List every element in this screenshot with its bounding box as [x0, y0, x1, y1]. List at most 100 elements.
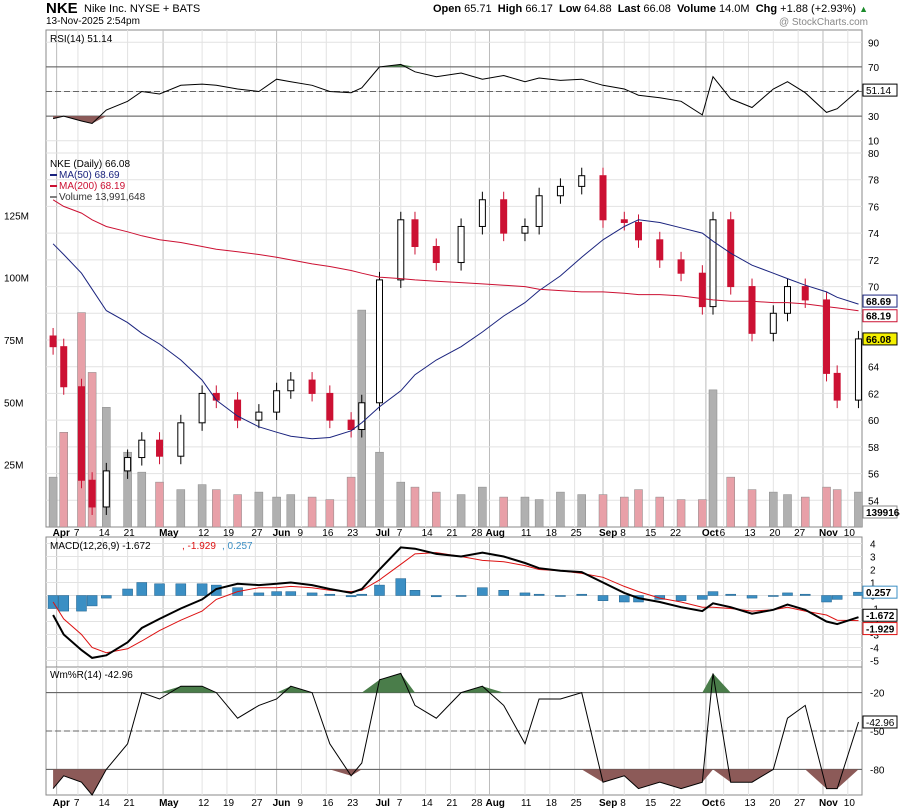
volume-bar: [708, 389, 718, 528]
x-tick-label: Jul: [375, 528, 390, 539]
x-tick-label: 23: [347, 528, 359, 539]
volume-tick-label: 125M: [4, 211, 29, 222]
candle-body: [748, 286, 756, 334]
volume-bar: [556, 491, 565, 528]
x-tick-label: 7: [74, 798, 80, 809]
legend-entry: MA(200) 68.19: [59, 181, 126, 192]
x-tick-label: 14: [99, 798, 111, 809]
macd-histogram-bar: [47, 595, 59, 609]
company-name: Nike Inc. NYSE + BATS: [84, 3, 201, 15]
x-tick-label: 6: [720, 528, 726, 539]
rsi-tick-label: 30: [868, 112, 880, 123]
candle-body: [88, 479, 96, 508]
volume-tick-label: 25M: [4, 461, 23, 472]
low-label: Low: [558, 3, 581, 15]
rsi-last-tag: [862, 83, 898, 97]
macd-histogram-bar: [519, 592, 531, 596]
x-tick-label: 7: [397, 528, 403, 539]
volume-bar: [783, 494, 792, 528]
volume-bar: [48, 476, 58, 528]
candle-body: [60, 346, 68, 388]
macd-histogram-bar: [654, 595, 666, 600]
x-tick-label: 16: [322, 528, 334, 539]
candle-body: [709, 219, 717, 308]
volume-bar: [87, 372, 97, 528]
open-label: Open: [432, 3, 462, 15]
macd-histogram-bar: [533, 593, 545, 596]
x-tick-label: 13: [744, 798, 756, 809]
volume-bar: [432, 491, 441, 528]
x-tick-label: 22: [670, 798, 682, 809]
rsi-tick-label: 90: [868, 38, 880, 49]
wr-last-tag-text: -42.96: [866, 718, 895, 729]
x-tick-label: 18: [546, 798, 558, 809]
x-tick-label: 25: [571, 528, 583, 539]
price-tick-label: 64: [868, 363, 880, 374]
volume-bar: [655, 496, 665, 528]
volume-bar: [822, 486, 831, 528]
x-tick-label: 21: [446, 798, 458, 809]
x-tick-label: 19: [223, 798, 235, 809]
macd-tick-label: 2: [870, 566, 876, 577]
x-tick-label: 14: [422, 528, 434, 539]
macd-histogram-bar: [101, 595, 112, 599]
x-tick-label: 8: [620, 528, 626, 539]
candle-body: [578, 175, 586, 187]
x-tick-label: 28: [471, 528, 483, 539]
macd-histogram-bar: [555, 595, 566, 597]
macd-histogram-bar: [285, 591, 297, 596]
ma200-tag-text: 68.19: [866, 312, 891, 323]
high-value: 66.17: [525, 3, 553, 15]
volume-bar: [233, 494, 242, 528]
volume-tag: [862, 505, 898, 519]
rsi-tick-label: 70: [868, 63, 880, 74]
x-tick-label: 12: [198, 528, 210, 539]
macd-hist-tag: [862, 585, 898, 599]
x-tick-label: 19: [223, 528, 235, 539]
volume-bar: [286, 494, 296, 528]
macd-line: [52, 546, 859, 659]
macd-tick-label: -3: [870, 631, 879, 642]
volume-bar: [346, 476, 356, 528]
volume-bar: [176, 489, 186, 528]
x-tick-label: 21: [446, 528, 458, 539]
candle-body: [823, 299, 831, 374]
x-tick-label: 12: [198, 798, 210, 809]
x-tick-label: Oct: [702, 798, 719, 809]
volume-bar: [456, 494, 466, 528]
volume-bar: [137, 471, 147, 528]
macd-tick-label: 3: [870, 553, 876, 564]
candle-body: [287, 379, 295, 392]
volume-tag-text: 1399164: [866, 508, 900, 519]
macd-histogram-bar: [707, 591, 719, 596]
candle-body: [677, 259, 685, 274]
ohlc-summary: Open 65.71 High 66.17 Low 64.88 Last 66.…: [433, 3, 868, 15]
macd-histogram-bar: [345, 595, 357, 598]
volume-bar: [534, 499, 544, 528]
volume-bar: [747, 489, 757, 528]
high-label: High: [497, 3, 523, 15]
macd-histogram-bar: [697, 595, 708, 600]
macd-histogram-bar: [597, 595, 609, 601]
x-tick-label: 15: [645, 798, 657, 809]
chg-label: Chg: [755, 3, 778, 15]
x-tick-label: Jul: [375, 798, 390, 809]
price-tick-label: 60: [868, 416, 880, 427]
x-tick-label: 28: [471, 798, 483, 809]
macd-histogram-bar: [253, 592, 265, 596]
x-tick-label: 11: [521, 798, 532, 809]
volume-bar: [832, 489, 842, 528]
volume-bar: [375, 451, 384, 528]
wr-tick-label: -80: [870, 765, 885, 776]
macd-histogram-bar: [675, 595, 687, 601]
candle-body: [308, 379, 316, 394]
macd-histogram-bar: [175, 583, 187, 596]
volume-bar: [212, 489, 221, 528]
volume-value: 14.0M: [719, 3, 750, 15]
macd-tag-text: -1.672: [866, 611, 895, 622]
up-arrow-icon: ▲: [859, 4, 868, 14]
macd-hist-tag-text: 0.257: [866, 588, 891, 599]
x-tick-label: 27: [794, 798, 806, 809]
macd-legend-entry: MACD(12,26,9) -1.672: [50, 541, 151, 552]
